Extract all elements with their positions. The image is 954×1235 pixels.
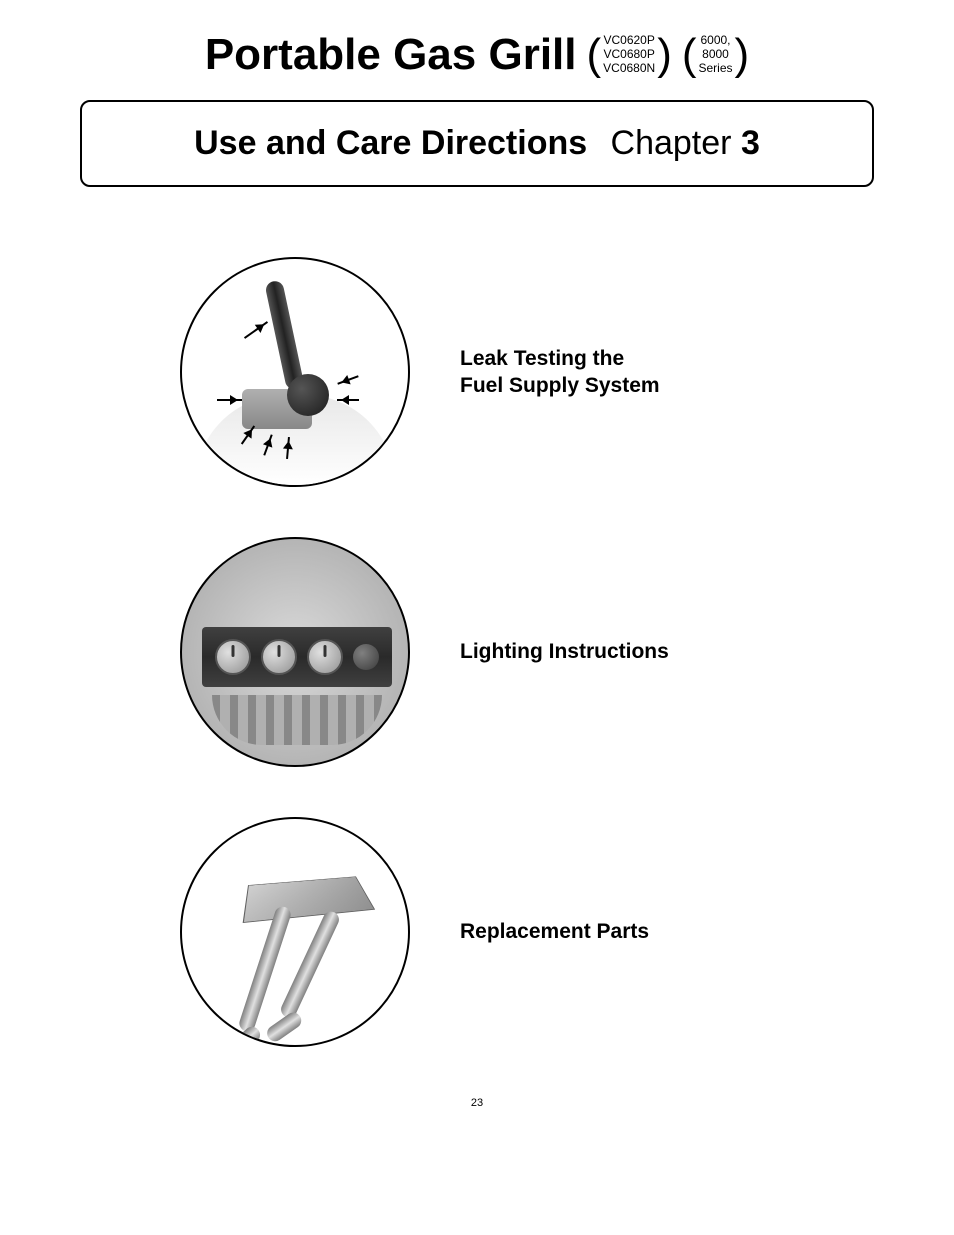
chapter-word: Chapter bbox=[592, 124, 741, 162]
lighting-image bbox=[180, 537, 410, 767]
series-code: 6000, bbox=[699, 34, 733, 48]
paren-left: ( bbox=[587, 37, 602, 72]
model-group-2: ( 6000, 8000 Series ) bbox=[682, 34, 749, 75]
valve-knob-illustration bbox=[287, 374, 329, 416]
section-label-parts: Replacement Parts bbox=[460, 918, 649, 945]
control-panel-illustration bbox=[202, 627, 392, 687]
control-knob-illustration bbox=[307, 639, 343, 675]
paren-right: ) bbox=[735, 37, 750, 72]
page-number: 23 bbox=[80, 1097, 874, 1109]
model-group-1: ( VC0620P VC0680P VC0680N ) bbox=[587, 34, 672, 75]
ignitor-button-illustration bbox=[353, 644, 379, 670]
chapter-title-box: Use and Care Directions Chapter 3 bbox=[80, 100, 874, 187]
series-label: Series bbox=[699, 62, 733, 76]
arrow-icon bbox=[217, 399, 242, 401]
model-list-1: VC0620P VC0680P VC0680N bbox=[601, 34, 657, 75]
control-knob-illustration bbox=[215, 639, 251, 675]
section-parts: Replacement Parts bbox=[80, 817, 874, 1047]
section-leak-testing: Leak Testing the Fuel Supply System bbox=[80, 257, 874, 487]
burner-tube-illustration bbox=[278, 909, 341, 1020]
chapter-number: 3 bbox=[741, 124, 760, 162]
model-list-2: 6000, 8000 Series bbox=[697, 34, 735, 75]
bracket-illustration bbox=[243, 876, 376, 923]
control-knob-illustration bbox=[261, 639, 297, 675]
section-lighting: Lighting Instructions bbox=[80, 537, 874, 767]
arrow-icon bbox=[244, 321, 268, 339]
replacement-parts-image bbox=[180, 817, 410, 1047]
grill-slats-illustration bbox=[212, 695, 382, 745]
paren-left: ( bbox=[682, 37, 697, 72]
page-header: Portable Gas Grill ( VC0620P VC0680P VC0… bbox=[80, 30, 874, 80]
chapter-title: Use and Care Directions bbox=[194, 124, 587, 162]
hose-illustration bbox=[264, 280, 304, 391]
section-label-leak: Leak Testing the Fuel Supply System bbox=[460, 345, 660, 400]
arrow-icon bbox=[337, 375, 358, 384]
arrow-icon bbox=[337, 399, 359, 401]
model-code: VC0680P bbox=[603, 48, 655, 62]
leak-testing-image bbox=[180, 257, 410, 487]
paren-right: ) bbox=[657, 37, 672, 72]
section-label-lighting: Lighting Instructions bbox=[460, 638, 669, 665]
model-code: VC0620P bbox=[603, 34, 655, 48]
model-code: VC0680N bbox=[603, 62, 655, 76]
main-title: Portable Gas Grill bbox=[205, 30, 577, 80]
series-code: 8000 bbox=[699, 48, 733, 62]
